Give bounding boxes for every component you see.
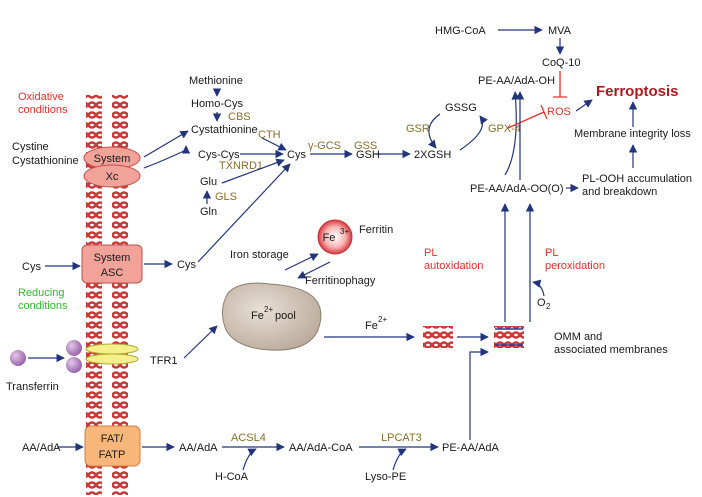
mva-label: MVA bbox=[548, 25, 572, 37]
o2-subscript: 2 bbox=[546, 302, 551, 311]
pool-fe-label: Fe bbox=[251, 310, 264, 322]
fat-fatp-transporter: FAT/ FATP bbox=[84, 425, 141, 467]
system-asc-label-top: System bbox=[94, 252, 131, 264]
gsh-label: GSH bbox=[356, 149, 380, 161]
gsr-enzyme: GSR bbox=[406, 123, 430, 135]
fat-fatp-label-bottom: FATP bbox=[99, 449, 126, 461]
cys-asc-label: Cys bbox=[177, 259, 196, 271]
iron-storage-label: Iron storage bbox=[230, 249, 289, 261]
lyso-pe-label: Lyso-PE bbox=[365, 471, 406, 483]
transferrin-molecule bbox=[10, 340, 82, 373]
ros-label: ROS bbox=[547, 106, 571, 118]
cys-cys-label: Cys-Cys bbox=[198, 149, 240, 161]
label-line: conditions bbox=[18, 104, 68, 116]
ferroptosis-label: Ferroptosis bbox=[596, 83, 679, 100]
transferrin-label: Transferrin bbox=[6, 381, 59, 393]
fe3-label: Fe bbox=[323, 232, 336, 244]
cys-input-label: Cys bbox=[22, 261, 41, 273]
membrane-integrity-loss-label: Membrane integrity loss bbox=[574, 128, 691, 140]
cbs-enzyme: CBS bbox=[228, 111, 251, 123]
fe2-pool: Fe 2+ pool bbox=[222, 282, 322, 351]
reducing-conditions-label: Reducing conditions bbox=[18, 287, 68, 312]
gls-enzyme: GLS bbox=[215, 191, 237, 203]
label-line: associated membranes bbox=[554, 344, 668, 356]
tfr1-label: TFR1 bbox=[150, 355, 178, 367]
gln-label: Gln bbox=[200, 206, 217, 218]
methionine-label: Methionine bbox=[189, 75, 243, 87]
homo-cys-label: Homo-Cys bbox=[191, 98, 243, 110]
fe3-superscript: 3+ bbox=[340, 227, 349, 236]
ferritin-label: Ferritin bbox=[359, 224, 393, 236]
system-xc-label-bottom: Xc bbox=[106, 171, 119, 183]
tfr1-receptor bbox=[85, 343, 139, 365]
omm-label: OMM and associated membranes bbox=[554, 331, 668, 356]
cth-enzyme: CTH bbox=[258, 129, 281, 141]
pe-aa-ada-label: PE-AA/AdA bbox=[442, 442, 500, 454]
cystine-label: Cystine bbox=[12, 141, 49, 153]
pl-autoxidation-label: PL autoxidation bbox=[424, 247, 483, 272]
txnrd1-enzyme: TXNRD1 bbox=[219, 160, 263, 172]
acsl4-enzyme: ACSL4 bbox=[231, 432, 266, 444]
glu-label: Glu bbox=[200, 176, 217, 188]
system-asc-label-bottom: ASC bbox=[101, 267, 124, 279]
cystathionine-label: Cystathionine bbox=[191, 124, 258, 136]
aa-ada-coa-label: AA/AdA-CoA bbox=[289, 442, 353, 454]
aa-ada-input-label: AA/AdA bbox=[22, 442, 61, 454]
ferritin-shell: Fe 3+ bbox=[317, 219, 353, 255]
system-xc-label-top: System bbox=[94, 153, 131, 165]
pe-oh-label: PE-AA/AdA-OH bbox=[478, 75, 555, 87]
h-coa-label: H-CoA bbox=[215, 471, 249, 483]
ferritinophagy-label: Ferritinophagy bbox=[305, 275, 376, 287]
fat-fatp-label-top: FAT/ bbox=[101, 433, 124, 445]
fe2-superscript: 2+ bbox=[378, 315, 387, 324]
pe-ooh-label: PE-AA/AdA-OO(O) bbox=[470, 183, 564, 195]
label-line: conditions bbox=[18, 300, 68, 312]
plasma-membrane bbox=[86, 95, 128, 495]
2xgsh-label: 2XGSH bbox=[414, 149, 451, 161]
hmg-coa-label: HMG-CoA bbox=[435, 25, 486, 37]
pl-peroxidation-label: PL peroxidation bbox=[545, 247, 605, 272]
cystathionine-input-label: Cystathionine bbox=[12, 155, 79, 167]
label-line: autoxidation bbox=[424, 260, 483, 272]
system-asc-transporter: System ASC bbox=[81, 244, 143, 284]
o2-label: O bbox=[537, 297, 546, 309]
pool-word: pool bbox=[275, 310, 296, 322]
lpcat3-enzyme: LPCAT3 bbox=[381, 432, 422, 444]
fe2-label: Fe bbox=[365, 320, 378, 332]
pl-ooh-label: PL-OOH accumulation and breakdown bbox=[582, 173, 692, 198]
lipid-membrane-right bbox=[494, 326, 524, 348]
pool-superscript: 2+ bbox=[264, 305, 273, 314]
gssg-label: GSSG bbox=[445, 102, 477, 114]
oxidative-conditions-label: Oxidative conditions bbox=[18, 91, 68, 116]
label-line: and breakdown bbox=[582, 186, 657, 198]
cys-center-label: Cys bbox=[287, 149, 306, 161]
lipid-membrane-left bbox=[423, 326, 453, 348]
label-line: peroxidation bbox=[545, 260, 605, 272]
gss-enzyme: GSS bbox=[354, 140, 377, 152]
aa-ada-label: AA/AdA bbox=[179, 442, 218, 454]
coq10-label: CoQ-10 bbox=[542, 57, 581, 69]
gamma-gcs-enzyme: γ-GCS bbox=[308, 140, 341, 152]
system-xc-transporter: System Xc bbox=[83, 146, 141, 188]
